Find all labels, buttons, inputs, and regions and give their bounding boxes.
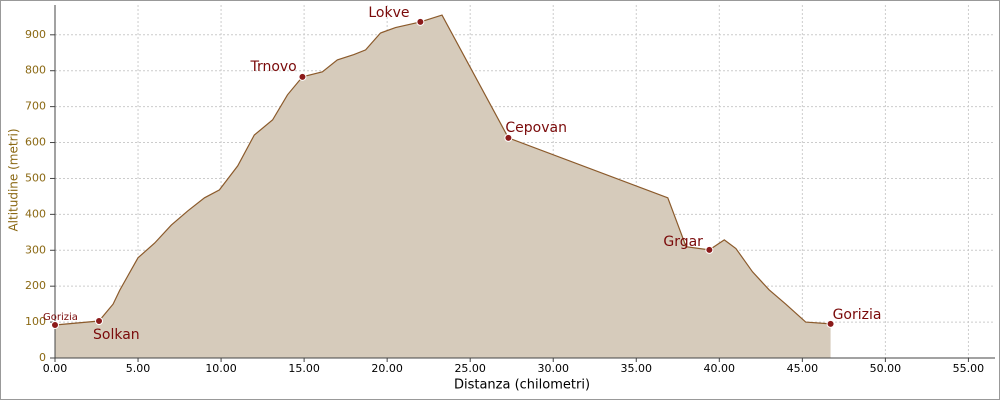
waypoint-label: Solkan — [93, 327, 140, 343]
x-tick-label: 35.00 — [621, 362, 653, 375]
y-tick-label: 800 — [25, 64, 46, 77]
x-tick-label: 55.00 — [953, 362, 985, 375]
waypoint-marker — [416, 17, 425, 26]
x-tick-label: 30.00 — [537, 362, 569, 375]
y-tick-label: 200 — [25, 279, 46, 292]
x-tick-label: 0.00 — [43, 362, 68, 375]
waypoint-label: Gorizia — [43, 312, 78, 323]
x-tick-label: 20.00 — [371, 362, 403, 375]
area — [55, 15, 831, 358]
waypoint-marker — [51, 320, 59, 329]
x-tick-label: 45.00 — [787, 362, 819, 375]
profile-line — [54, 14, 831, 326]
y-tick-label: 600 — [25, 136, 46, 149]
y-tick-label: 500 — [25, 171, 46, 184]
waypoint-label: Trnovo — [249, 59, 296, 75]
x-tick-label: 25.00 — [454, 362, 486, 375]
waypoint-label: Cepovan — [505, 120, 567, 136]
x-axis-label: Distanza (chilometri) — [454, 378, 590, 393]
y-tick-label: 400 — [25, 207, 46, 220]
y-axis-label: Altitudine (metri) — [7, 128, 21, 231]
waypoint-marker — [705, 245, 714, 254]
y-tick-label: 300 — [25, 243, 46, 256]
y-tick-label: 0 — [39, 351, 46, 364]
x-tick-label: 50.00 — [870, 362, 902, 375]
waypoint-marker — [298, 72, 307, 81]
x-tick-label: 40.00 — [704, 362, 736, 375]
y-tick-label: 900 — [25, 28, 46, 41]
waypoint-marker — [826, 319, 835, 328]
waypoint-marker — [504, 133, 513, 142]
waypoint-marker — [95, 317, 104, 326]
x-tick-label: 5.00 — [126, 362, 151, 375]
x-tick-label: 15.00 — [288, 362, 320, 375]
y-tick-label: 700 — [25, 100, 46, 113]
x-tick-label: 10.00 — [205, 362, 237, 375]
waypoint-label: Gorizia — [833, 307, 882, 323]
waypoint-label: Lokve — [368, 5, 409, 21]
y-tick-label: 100 — [25, 315, 46, 328]
waypoint-label: Grgar — [663, 234, 703, 250]
